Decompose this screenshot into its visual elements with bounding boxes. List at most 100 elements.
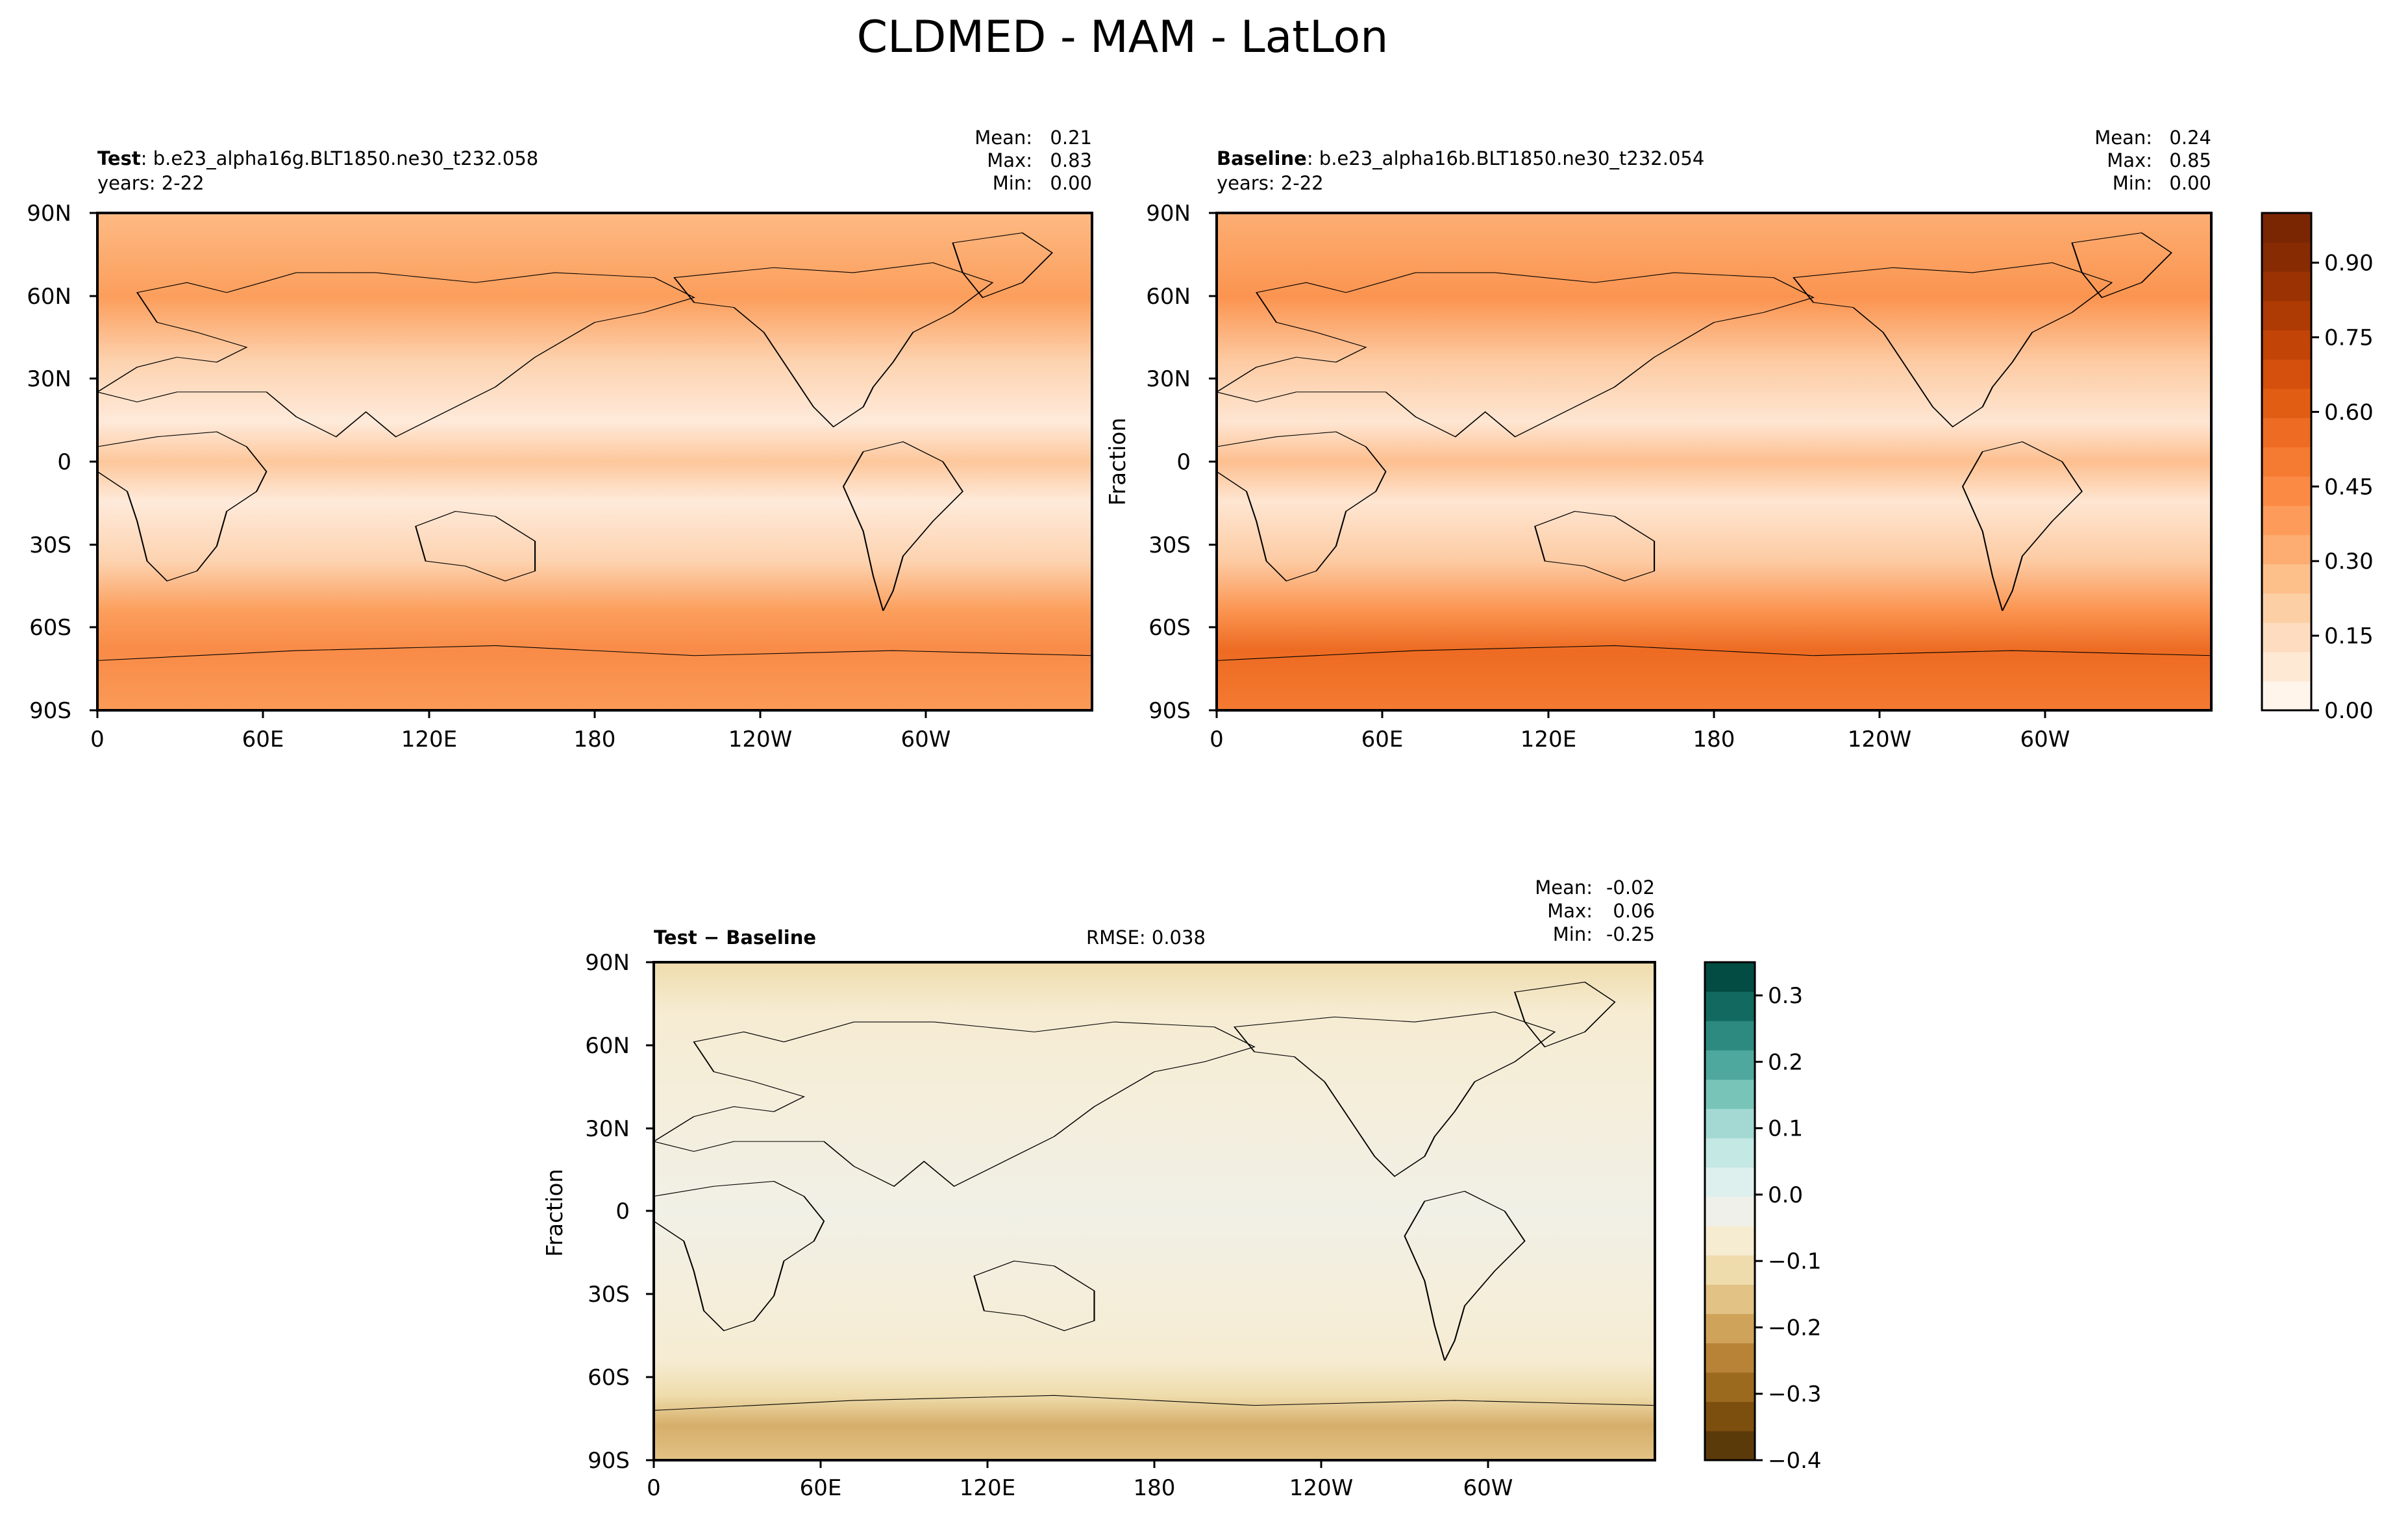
- test-stat-label: Max:: [987, 149, 1032, 171]
- diff-stat-value: -0.25: [1606, 923, 1655, 945]
- baseline-label-case: : b.e23_alpha16b.BLT1850.ne30_t232.054: [1307, 147, 1704, 169]
- baseline-x-axis: 0 60E 120E 180 120W 60W: [1210, 710, 2070, 752]
- test-xtick: 180: [574, 727, 616, 752]
- diff-colorbar-segments: [1705, 962, 1755, 1461]
- top-colorbar-segment: [2262, 476, 2311, 506]
- diff-colorbar-segment: [1705, 962, 1755, 992]
- top-colorbar-segment: [2262, 447, 2311, 477]
- diff-colorbar-tick-label: −0.4: [1768, 1448, 1822, 1474]
- top-colorbar-segment: [2262, 534, 2311, 565]
- top-colorbar-segment: [2262, 417, 2311, 447]
- test-x-axis: 0 60E 120E 180 120W 60W: [90, 710, 950, 752]
- test-ytick: 60S: [29, 615, 71, 641]
- diff-ytick-marks: [646, 961, 654, 1461]
- diff-colorbar-segment: [1705, 1137, 1755, 1168]
- diff-ytick: 0: [615, 1199, 630, 1224]
- diff-colorbar-frame: [1704, 961, 1756, 1461]
- diff-colorbar-tick-label: −0.2: [1768, 1315, 1822, 1341]
- diff-panel: Test − Baseline RMSE: 0.038 Mean: -0.02 …: [542, 876, 1655, 1501]
- diff-ytick: 90N: [585, 950, 630, 976]
- top-colorbar-segment: [2262, 359, 2311, 389]
- diff-colorbar-segment: [1705, 1343, 1755, 1373]
- diff-colorbar-segment: [1705, 1196, 1755, 1226]
- diff-x-axis: 0 60E 120E 180 120W 60W: [647, 1460, 1513, 1501]
- test-ytick-marks: [90, 212, 97, 712]
- top-colorbar-segment: [2262, 242, 2311, 272]
- diff-xtick: 180: [1134, 1475, 1176, 1501]
- top-colorbar-segments: [2262, 213, 2311, 711]
- diff-colorbar-segment: [1705, 1255, 1755, 1285]
- diff-y-axis: 90N 60N 30N 0 30S 60S 90S: [585, 950, 654, 1474]
- diff-label: Test − Baseline: [654, 926, 816, 949]
- baseline-map-field: [1217, 213, 2211, 710]
- diff-colorbar-segment: [1705, 1313, 1755, 1344]
- diff-xtick: 0: [647, 1475, 661, 1501]
- top-colorbar-tick-label: 0.45: [2324, 474, 2374, 500]
- baseline-y-axis: 90N 60N 30N 0 30S 60S 90S: [1146, 201, 1217, 724]
- baseline-xtick: 120W: [1848, 727, 1912, 752]
- diff-stat-value: -0.02: [1606, 876, 1655, 899]
- diff-colorbar-tick-label: 0.1: [1768, 1116, 1803, 1142]
- diff-colorbar-segment: [1705, 1401, 1755, 1432]
- diff-stats: Mean: -0.02 Max: 0.06 Min: -0.25: [1535, 876, 1655, 945]
- baseline-stat-label: Mean:: [2094, 127, 2152, 149]
- diff-stat-label: Min:: [1553, 923, 1593, 945]
- test-label-case: : b.e23_alpha16g.BLT1850.ne30_t232.058: [141, 147, 538, 169]
- test-stat-label: Min:: [993, 172, 1032, 194]
- diff-colorbar-segment: [1705, 1226, 1755, 1256]
- test-map: [97, 213, 1092, 710]
- diff-colorbar-segment: [1705, 1372, 1755, 1402]
- diff-colorbar-segment: [1705, 991, 1755, 1021]
- diff-map: [654, 962, 1655, 1460]
- diff-colorbar-segment: [1705, 1284, 1755, 1314]
- baseline-years: years: 2-22: [1217, 172, 1324, 194]
- diff-colorbar-segment: [1705, 1108, 1755, 1139]
- top-colorbar: 0.00 0.15 0.30 0.45 0.60 0.75 0.90: [2261, 212, 2374, 724]
- top-colorbar-tick-label: 0.90: [2324, 251, 2374, 277]
- test-stat-value: 0.00: [1050, 172, 1092, 194]
- test-years: years: 2-22: [97, 172, 205, 194]
- baseline-ytick-marks: [1209, 212, 1217, 712]
- figure-title: CLDMED - MAM - LatLon: [857, 12, 1389, 63]
- test-ytick: 30S: [29, 532, 71, 558]
- diff-colorbar-ticks: 0.3 0.2 0.1 0.0 −0.1 −0.2 −0.3 −0.4: [1755, 983, 1822, 1474]
- top-colorbar-segment: [2262, 388, 2311, 418]
- top-colorbar-segment: [2262, 564, 2311, 594]
- test-label-bold: Test: [97, 147, 141, 169]
- test-xtick: 120W: [728, 727, 793, 752]
- diff-rmse: RMSE: 0.038: [1086, 926, 1206, 949]
- baseline-label-bold: Baseline: [1217, 147, 1307, 169]
- baseline-xtick: 0: [1210, 727, 1224, 752]
- test-y-axis: 90N 60N 30N 0 30S 60S 90S: [27, 201, 97, 724]
- diff-colorbar-segment: [1705, 1021, 1755, 1050]
- baseline-ytick: 30N: [1146, 366, 1191, 392]
- baseline-ylabel: Fraction: [1105, 417, 1131, 506]
- baseline-xtick: 60E: [1361, 727, 1404, 752]
- top-colorbar-ticks: 0.00 0.15 0.30 0.45 0.60 0.75 0.90: [2311, 251, 2374, 724]
- test-stat-label: Mean:: [974, 127, 1032, 149]
- test-xtick-marks: [96, 710, 927, 718]
- diff-xtick: 120W: [1289, 1475, 1354, 1501]
- top-colorbar-tick-label: 0.15: [2324, 623, 2374, 649]
- top-colorbar-segment: [2262, 680, 2311, 711]
- diff-colorbar-tick-label: 0.3: [1768, 983, 1803, 1009]
- top-colorbar-tick-label: 0.60: [2324, 399, 2374, 425]
- diff-stat-label: Max:: [1547, 900, 1593, 922]
- test-xtick: 0: [90, 727, 105, 752]
- top-colorbar-segment: [2262, 505, 2311, 536]
- diff-ytick: 60S: [588, 1365, 630, 1391]
- test-ytick: 60N: [27, 284, 71, 310]
- baseline-ytick: 90N: [1146, 201, 1191, 227]
- top-colorbar-segment: [2262, 213, 2311, 243]
- baseline-xtick: 60W: [2020, 727, 2070, 752]
- diff-stat-label: Mean:: [1535, 876, 1593, 899]
- diff-ytick: 90S: [588, 1448, 630, 1474]
- top-colorbar-tick-label: 0.75: [2324, 325, 2374, 351]
- baseline-ytick: 90S: [1148, 698, 1191, 724]
- baseline-stat-value: 0.85: [2169, 149, 2211, 171]
- test-ytick: 0: [57, 449, 71, 475]
- test-stat-value: 0.83: [1050, 149, 1092, 171]
- diff-xtick: 60E: [800, 1475, 842, 1501]
- top-colorbar-segment: [2262, 301, 2311, 330]
